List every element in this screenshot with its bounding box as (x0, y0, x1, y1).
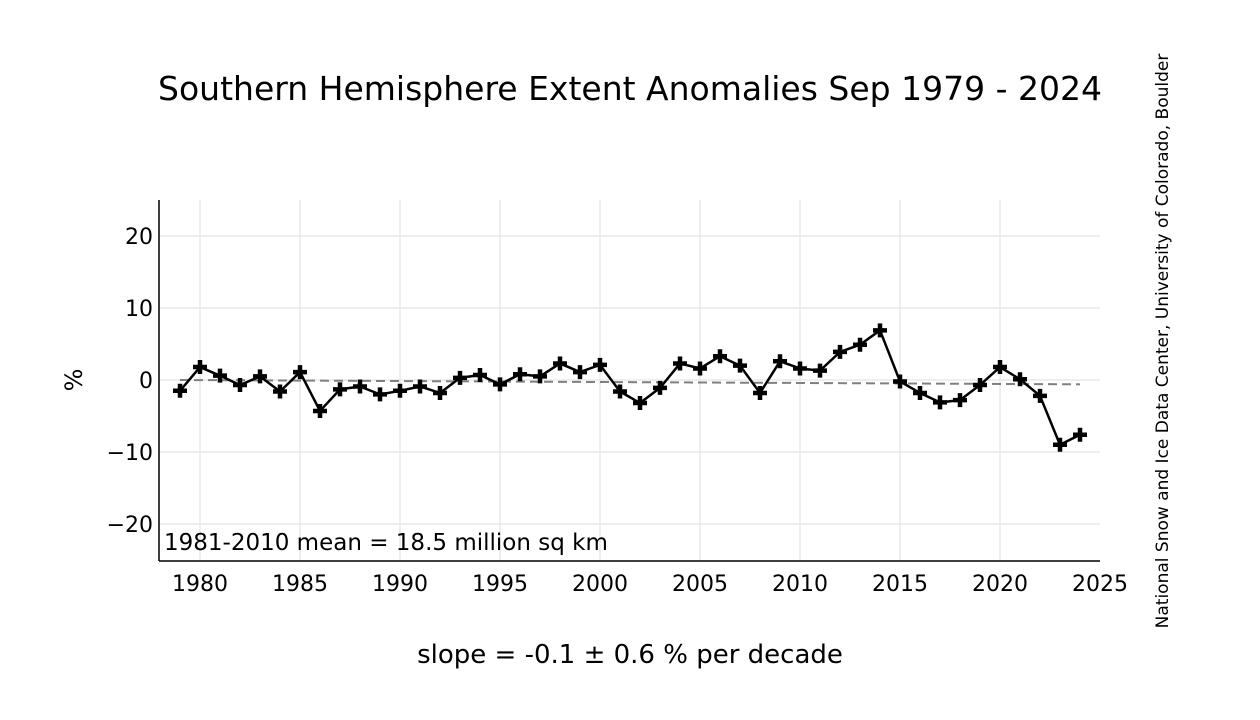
data-point (253, 369, 267, 384)
source-credit: National Snow and Ice Data Center, Unive… (1153, 54, 1173, 629)
data-point (1013, 372, 1027, 387)
x-tick-label: 2000 (572, 572, 628, 597)
x-tick-label: 2015 (872, 572, 928, 597)
x-tick-label: 1995 (472, 572, 528, 597)
grid-lines (159, 200, 1100, 561)
y-tick-label: −20 (107, 513, 153, 538)
data-point (1033, 388, 1047, 403)
x-tick-label: 2020 (972, 572, 1028, 597)
data-point (373, 387, 387, 402)
data-point (573, 365, 587, 380)
data-point (873, 323, 887, 338)
data-point (893, 374, 907, 389)
data-point (793, 361, 807, 376)
y-tick-label: 0 (139, 369, 153, 394)
trend-line (179, 379, 1081, 386)
data-point (853, 337, 867, 352)
y-tick-label: 10 (125, 297, 153, 322)
data-point (433, 385, 447, 400)
data-point (833, 344, 847, 359)
data-point (1053, 437, 1067, 452)
data-point (633, 396, 647, 411)
y-tick-label: −10 (107, 441, 153, 466)
data-point (213, 368, 227, 383)
x-tick-label: 1980 (172, 572, 228, 597)
x-axis-label: slope = -0.1 ± 0.6 % per decade (417, 640, 843, 670)
data-point (353, 379, 367, 394)
data-point (293, 365, 307, 380)
axes (158, 200, 1100, 562)
data-point (713, 349, 727, 364)
data-point (393, 383, 407, 398)
data-point (553, 356, 567, 371)
x-tick-label: 1985 (272, 572, 328, 597)
chart-title: Southern Hemisphere Extent Anomalies Sep… (158, 69, 1102, 108)
y-tick-label: 20 (125, 225, 153, 250)
data-point (993, 360, 1007, 375)
data-point (773, 354, 787, 369)
data-point (693, 361, 707, 376)
data-point (933, 395, 947, 410)
data-point (313, 403, 327, 418)
data-point (273, 384, 287, 399)
data-point (233, 378, 247, 393)
data-point (613, 384, 627, 399)
trend-line-group (179, 379, 1081, 386)
data-point (813, 363, 827, 378)
x-tick-label: 2010 (772, 572, 828, 597)
data-point (453, 370, 467, 385)
data-point (913, 385, 927, 400)
data-point (193, 360, 207, 375)
data-point (953, 393, 967, 408)
data-point (413, 379, 427, 394)
x-tick-label: 1990 (372, 572, 428, 597)
data-point (753, 385, 767, 400)
y-axis-label: % (60, 369, 88, 392)
x-tick-label: 2025 (1072, 572, 1128, 597)
data-point (593, 357, 607, 372)
tick-labels: 1980 1985 1990 1995 2000 2005 2010 2015 2020 2025… (107, 225, 1128, 597)
x-tick-label: 2005 (672, 572, 728, 597)
data-point (973, 378, 987, 393)
mean-annotation: 1981-2010 mean = 18.5 million sq km (164, 530, 608, 556)
data-point (513, 367, 527, 382)
series-line (179, 329, 1081, 447)
data-point (473, 367, 487, 382)
data-point (733, 358, 747, 373)
data-point (673, 356, 687, 371)
data-point (173, 383, 187, 398)
data-point (493, 377, 507, 392)
series-group (173, 323, 1087, 452)
data-point (653, 380, 667, 395)
data-point (1073, 427, 1087, 442)
data-point (533, 369, 547, 384)
data-point (333, 382, 347, 397)
